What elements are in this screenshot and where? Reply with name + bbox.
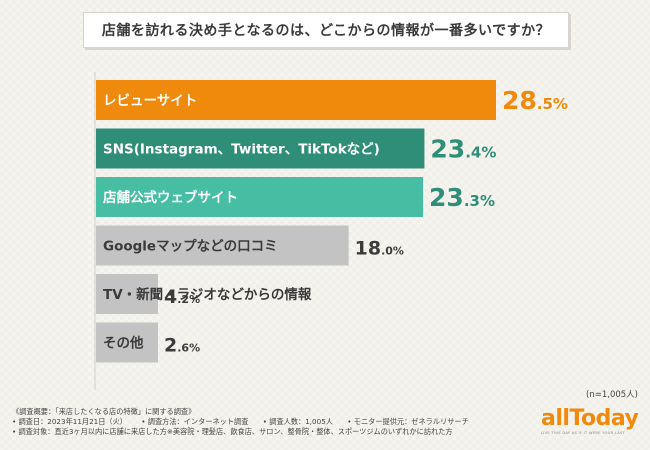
bar-0 [96,80,496,120]
question-title: 店舗を訪れる決め手となるのは、どこからの情報が一番多いですか？ [83,12,569,48]
bar-label-2: 店舗公式ウェブサイト [103,189,238,206]
bar-1 [96,128,425,169]
footer-line3: • 調査対象：直近3ヶ月以内に店舗に来店した方※美容院・理髪店、飲食店、サロン、… [12,427,453,436]
value-label-0: 28.5% [502,86,568,115]
bar-label-0: レビューサイト [103,93,197,109]
bar-2 [96,177,424,217]
survey-footer: 《調査概要：「来店したくなる店の特徴」に関する調査》 • 調査日：2023年11… [12,407,532,437]
value-label-2: 23.3% [429,183,495,212]
value-label-5: 2.6% [164,335,200,357]
value-label-1: 23.4% [430,135,496,164]
sample-size: (n=1,005人) [586,390,638,400]
footer-item-provider: • モニター提供元：ゼネラルリサーチ [347,417,469,426]
value-label-3: 18.0% [355,238,404,260]
bar-label-3: Googleマップなどの口コミ [103,239,278,255]
question-title-text: 店舗を訪れる決め手となるのは、どこからの情報が一番多いですか？ [101,23,551,39]
bar-4 [96,274,158,314]
value-label-4: 4.2% [164,286,200,308]
bar-label-1: SNS(Instagram、Twitter、TikTokなど) [103,142,380,158]
footer-line2: • 調査日：2023年11月21日（火） • 調査方法：インターネット調査 • … [12,417,532,427]
alltoday-logo: allToday LIVE THIS DAY AS IF IT WERE YOU… [541,408,641,438]
bar-3 [96,225,349,266]
footer-line1: 《調査概要：「来店したくなる店の特徴」に関する調査》 [12,407,196,416]
footer-item-method: • 調査方法：インターネット調査 [141,417,249,426]
footer-item-date: • 調査日：2023年11月21日（火） [12,417,127,426]
bar-label-5: その他 [103,335,144,352]
bar-5 [96,322,158,363]
footer-item-count: • 調査人数：1,005人 [262,417,333,426]
bar-label-4: TV・新聞・ラジオなどからの情報 [103,286,312,303]
logo-text: allToday [541,406,639,431]
logo-tagline: LIVE THIS DAY AS IF IT WERE YOUR LAST [541,431,626,435]
